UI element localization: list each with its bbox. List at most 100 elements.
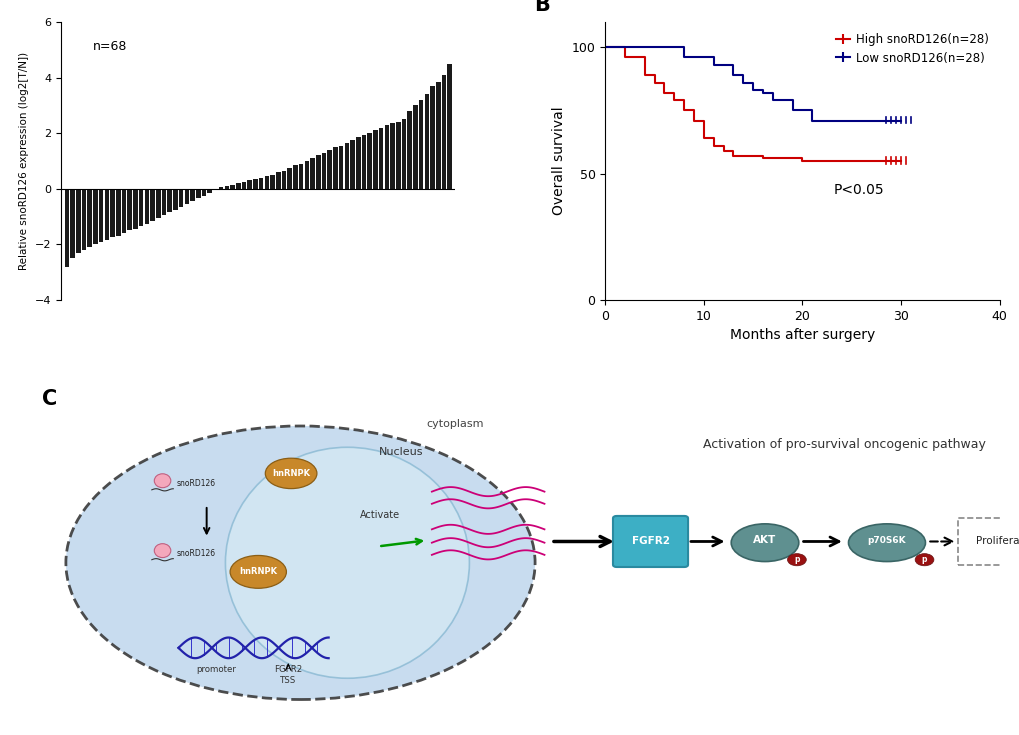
Bar [64,189,69,267]
Y-axis label: Relative snoRD126 expression (log2[T/N]): Relative snoRD126 expression (log2[T/N]) [19,52,30,270]
Bar [121,189,126,233]
Text: snoRD126: snoRD126 [176,549,215,558]
Text: P<0.05: P<0.05 [834,183,883,197]
Bar [173,189,177,209]
Bar [162,189,166,215]
Bar [310,158,315,189]
FancyBboxPatch shape [958,518,1019,564]
Bar [110,189,115,237]
Bar [224,186,229,189]
Text: Activation of pro-survival oncogenic pathway: Activation of pro-survival oncogenic pat… [703,438,985,451]
Bar [378,128,383,189]
FancyBboxPatch shape [612,516,688,567]
Ellipse shape [731,524,798,562]
Bar [401,119,406,189]
Bar [253,179,258,189]
Bar [139,189,144,226]
Ellipse shape [787,553,805,566]
Text: B: B [534,0,549,15]
Text: FGFR2: FGFR2 [274,664,302,673]
Legend: High snoRD126(n=28), Low snoRD126(n=28): High snoRD126(n=28), Low snoRD126(n=28) [830,28,993,69]
Bar [407,111,412,189]
Bar [264,176,269,189]
X-axis label: Months after surgery: Months after surgery [730,329,874,343]
Bar [76,189,81,253]
Bar [424,94,429,189]
Bar [70,189,74,258]
Text: C: C [43,389,58,409]
Bar [287,168,291,189]
Bar [447,64,451,189]
Bar [390,123,394,189]
Bar [276,172,280,189]
Bar [316,155,320,189]
Bar [230,184,234,189]
Text: FGFR2: FGFR2 [631,537,668,547]
Bar [350,140,355,189]
Text: Activate: Activate [360,510,399,520]
Text: p: p [921,555,926,564]
Bar [281,171,286,189]
Bar [127,189,131,231]
Text: promoter: promoter [196,664,235,673]
Ellipse shape [914,553,933,566]
Bar [88,189,92,247]
Bar [167,189,172,212]
Text: Proliferation: Proliferation [975,537,1019,547]
Bar [419,100,423,189]
Bar [202,189,206,196]
Bar [133,189,138,229]
Ellipse shape [225,448,469,678]
Text: TSS: TSS [280,675,297,684]
Bar [219,187,223,189]
Bar [367,133,372,189]
Bar [191,189,195,201]
Text: n=68: n=68 [93,40,127,53]
Bar [373,130,377,189]
Bar [305,161,309,189]
Bar [242,182,247,189]
Bar [248,180,252,189]
Bar [82,189,87,250]
Text: cytoplasm: cytoplasm [426,419,484,429]
Bar [436,82,440,189]
Text: hnRNPK: hnRNPK [272,469,310,478]
Text: p70S6K: p70S6K [867,536,906,545]
Bar [196,189,201,198]
Bar [105,189,109,240]
Bar [145,189,149,223]
Bar [430,86,434,189]
Ellipse shape [154,544,170,558]
Bar [333,147,337,189]
Bar [93,189,98,244]
Y-axis label: Overall survival: Overall survival [551,107,566,215]
Bar [299,164,304,189]
Ellipse shape [848,524,924,562]
Bar [259,178,263,189]
Bar [99,189,103,242]
Bar [178,189,183,207]
Bar [327,150,332,189]
Bar [338,146,343,189]
Bar [362,135,366,189]
Text: AKT: AKT [753,535,775,545]
Bar [116,189,120,236]
Bar [213,189,218,190]
Ellipse shape [154,474,170,488]
Ellipse shape [66,426,535,700]
Text: snoRD126: snoRD126 [176,479,215,488]
Bar [207,189,212,193]
Bar [395,122,400,189]
Bar [356,137,361,189]
Bar [413,105,418,189]
Bar [235,183,240,189]
Ellipse shape [230,556,286,588]
Bar [270,175,275,189]
Bar [292,165,298,189]
Bar [150,189,155,220]
Bar [156,189,160,218]
Bar [384,125,389,189]
Bar [321,153,326,189]
Ellipse shape [265,458,317,489]
Text: Nucleus: Nucleus [378,447,423,457]
